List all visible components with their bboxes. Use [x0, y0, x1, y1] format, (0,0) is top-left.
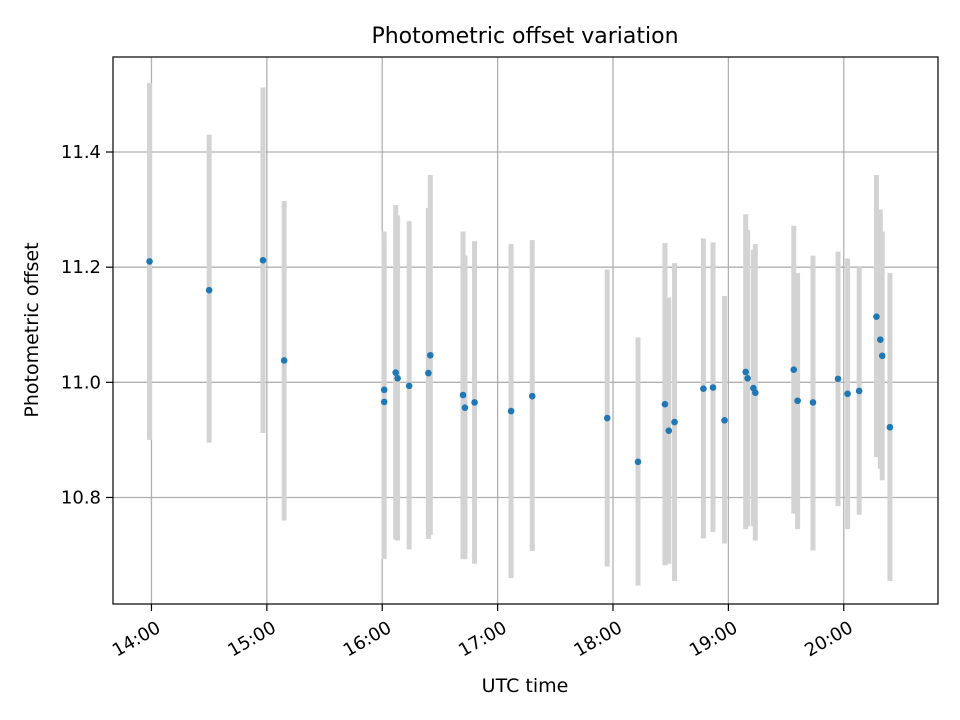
- data-point: [844, 390, 851, 398]
- data-point: [742, 368, 749, 376]
- data-point: [709, 384, 717, 391]
- data-point: [834, 375, 842, 383]
- grid-lines: [113, 57, 938, 604]
- data-point: [873, 313, 880, 320]
- data-point: [878, 352, 886, 360]
- data-point: [461, 404, 469, 411]
- data-points: [146, 256, 894, 466]
- data-point: [809, 399, 817, 406]
- data-point: [471, 399, 478, 406]
- chart-title: Photometric offset variation: [371, 24, 678, 49]
- y-axis-ticks: 10.8 11.0 11.2 11.4: [61, 142, 113, 508]
- data-point: [459, 391, 467, 399]
- data-point: [634, 458, 642, 466]
- data-point: [665, 427, 673, 434]
- data-point: [425, 369, 432, 377]
- y-tick-label: 11.4: [61, 142, 101, 163]
- data-point: [855, 387, 863, 395]
- y-axis-label: Photometric offset: [21, 242, 43, 417]
- data-point: [392, 369, 399, 376]
- data-point: [886, 423, 894, 431]
- data-point: [528, 392, 536, 400]
- data-point: [744, 374, 751, 382]
- data-point: [603, 414, 611, 422]
- data-point: [671, 418, 678, 426]
- data-point: [721, 417, 728, 424]
- data-point: [700, 385, 707, 392]
- y-tick-label: 11.0: [61, 372, 101, 393]
- data-point: [405, 382, 413, 390]
- data-point: [661, 400, 669, 408]
- data-point: [794, 397, 801, 405]
- data-point: [427, 351, 434, 359]
- data-point: [394, 374, 401, 382]
- data-point: [507, 407, 515, 415]
- data-point: [205, 286, 213, 294]
- data-point: [877, 336, 884, 344]
- data-point: [259, 256, 267, 264]
- data-point: [752, 389, 759, 396]
- plot-frame: [112, 56, 939, 605]
- data-point: [280, 357, 288, 364]
- data-point: [146, 258, 153, 265]
- data-point: [790, 366, 798, 373]
- data-point: [380, 398, 388, 406]
- data-point: [380, 386, 388, 394]
- x-axis-label: UTC time: [482, 675, 569, 697]
- y-tick-label: 10.8: [61, 487, 101, 508]
- y-tick-label: 11.2: [61, 257, 101, 278]
